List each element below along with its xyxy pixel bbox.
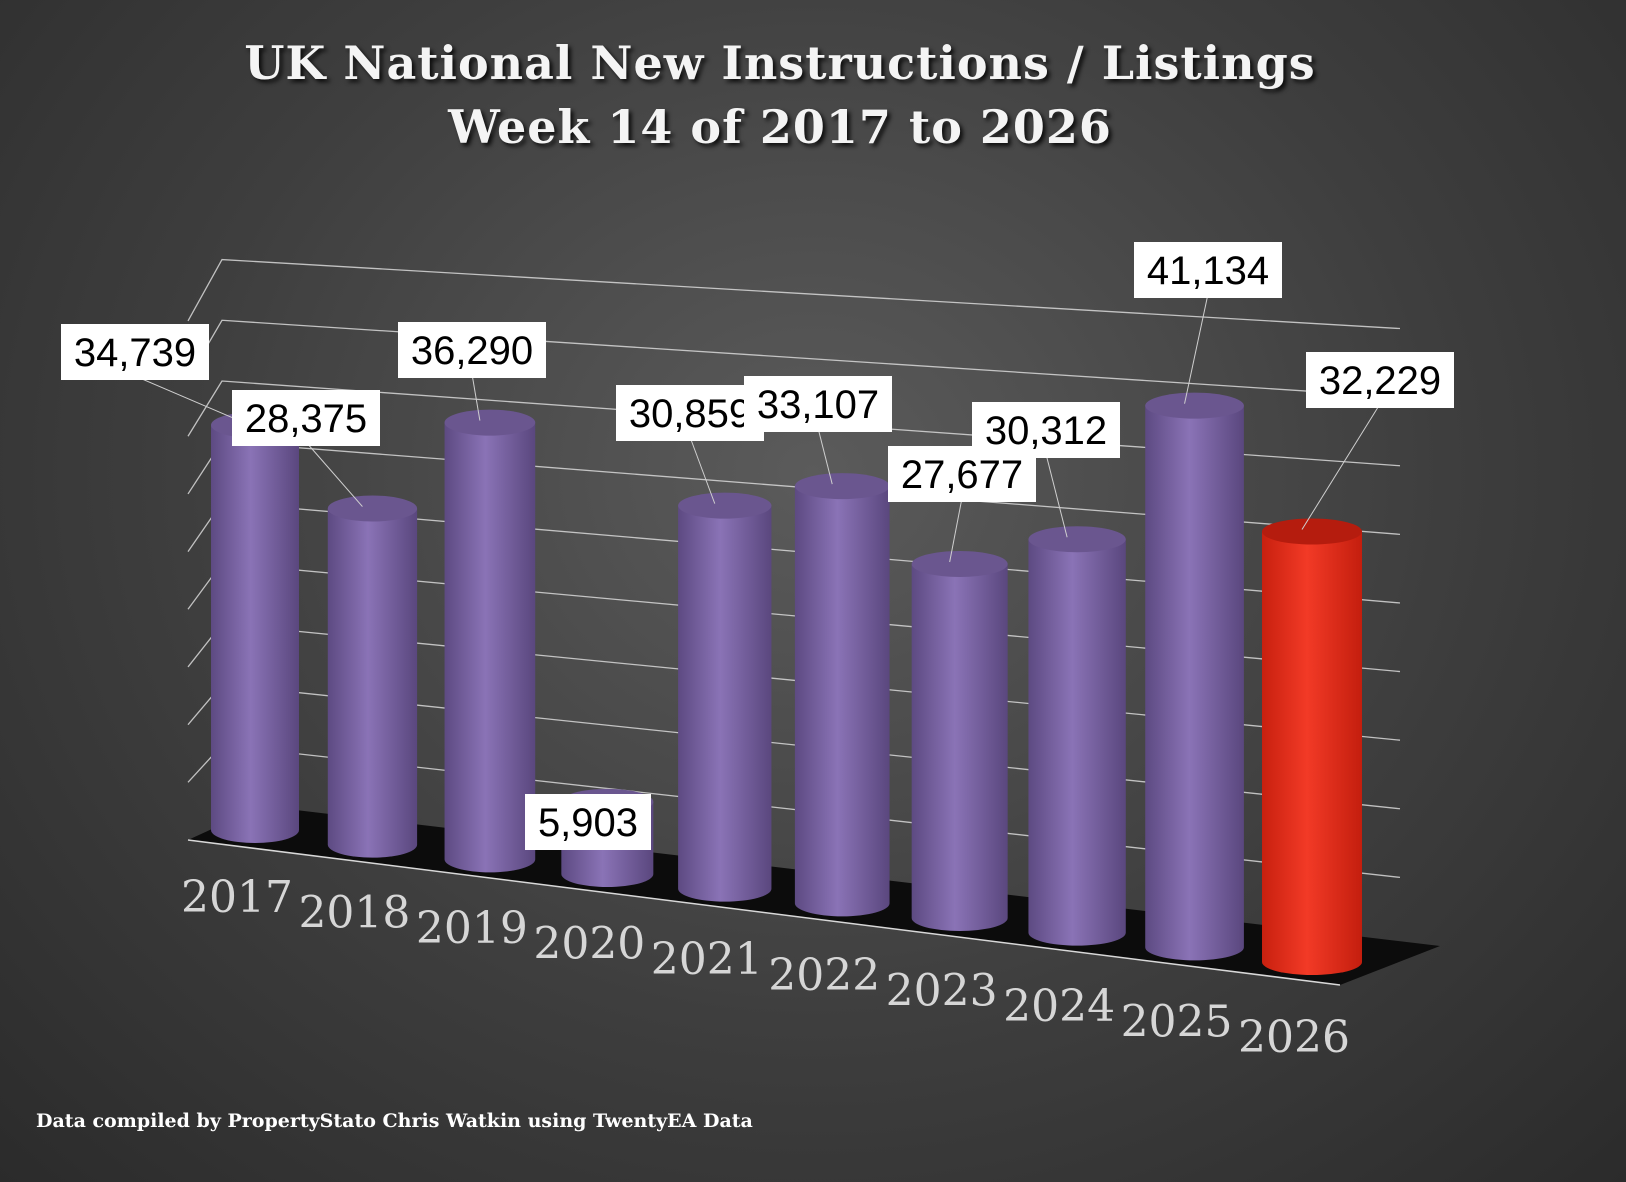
tick-label: 2023 — [886, 965, 998, 1016]
bar-top — [444, 409, 536, 436]
bar-2019 — [444, 409, 536, 873]
tick-label: 2020 — [533, 919, 645, 970]
leader-line — [817, 427, 833, 485]
leader-line — [1184, 293, 1209, 404]
bar-2023 — [911, 550, 1008, 931]
data-label: 32,229 — [1319, 359, 1441, 403]
bar-top — [1262, 518, 1362, 545]
bar-top — [327, 495, 418, 522]
data-label: 36,290 — [411, 329, 533, 373]
data-label: 30,312 — [985, 409, 1107, 453]
tick-label: 2021 — [651, 934, 763, 985]
leader-line — [1301, 403, 1381, 530]
data-label-box — [972, 402, 1120, 458]
bar-body — [911, 563, 1008, 931]
data-label: 33,107 — [757, 383, 879, 427]
bar-2021 — [678, 492, 772, 902]
tick-label: 2018 — [298, 888, 410, 939]
leader-line — [949, 497, 963, 563]
chart-title-line2: Week 14 of 2017 to 2026 — [448, 100, 1112, 154]
bar-2026 — [1262, 518, 1362, 975]
data-label-box — [616, 385, 764, 441]
data-label-box — [61, 324, 209, 380]
bar-body — [1145, 405, 1244, 961]
data-label: 34,739 — [74, 331, 196, 375]
tick-label: 2026 — [1238, 1012, 1350, 1063]
source-footer: Data compiled by PropertyStato Chris Wat… — [36, 1110, 753, 1132]
data-label-box — [744, 376, 892, 432]
bar-body — [327, 508, 418, 858]
bar-top — [678, 492, 772, 519]
data-label: 5,903 — [538, 801, 638, 845]
bar-top — [1145, 392, 1244, 419]
data-label-box — [525, 794, 651, 850]
bar-body — [444, 422, 536, 873]
tick-label: 2024 — [1003, 981, 1115, 1032]
data-label: 27,677 — [901, 453, 1023, 497]
data-label-box — [398, 322, 546, 378]
bar-body — [1028, 539, 1126, 946]
bar-2017 — [211, 412, 299, 843]
tick-label: 2022 — [768, 950, 880, 1001]
tick-label: 2025 — [1121, 996, 1233, 1047]
bar-body — [211, 425, 299, 843]
data-label-box — [1306, 352, 1454, 408]
bar-2024 — [1028, 526, 1126, 946]
leader-line — [689, 436, 716, 504]
data-label: 28,375 — [245, 397, 367, 441]
bar-2025 — [1145, 392, 1244, 961]
data-label-box — [232, 390, 380, 446]
bar-top — [911, 550, 1008, 577]
bar-body — [794, 486, 890, 917]
tick-label: 2019 — [416, 903, 528, 954]
bar-body — [678, 505, 772, 902]
data-label: 41,134 — [1147, 249, 1269, 293]
bar-2018 — [327, 495, 418, 858]
tick-label: 2017 — [181, 872, 293, 923]
bar-top — [1028, 526, 1126, 553]
leader-line — [471, 373, 481, 421]
bar-2022 — [794, 473, 890, 917]
gridline — [187, 258, 1401, 330]
leader-line — [134, 375, 246, 424]
data-label: 30,859 — [629, 392, 751, 436]
data-label-box — [1134, 242, 1282, 298]
chart-title-line1: UK National New Instructions / Listings — [244, 36, 1316, 90]
leader-line — [305, 441, 363, 507]
x-axis-line — [187, 839, 1341, 986]
bar-top — [794, 473, 890, 500]
bar-body — [1262, 531, 1362, 975]
leader-line — [1045, 453, 1068, 538]
